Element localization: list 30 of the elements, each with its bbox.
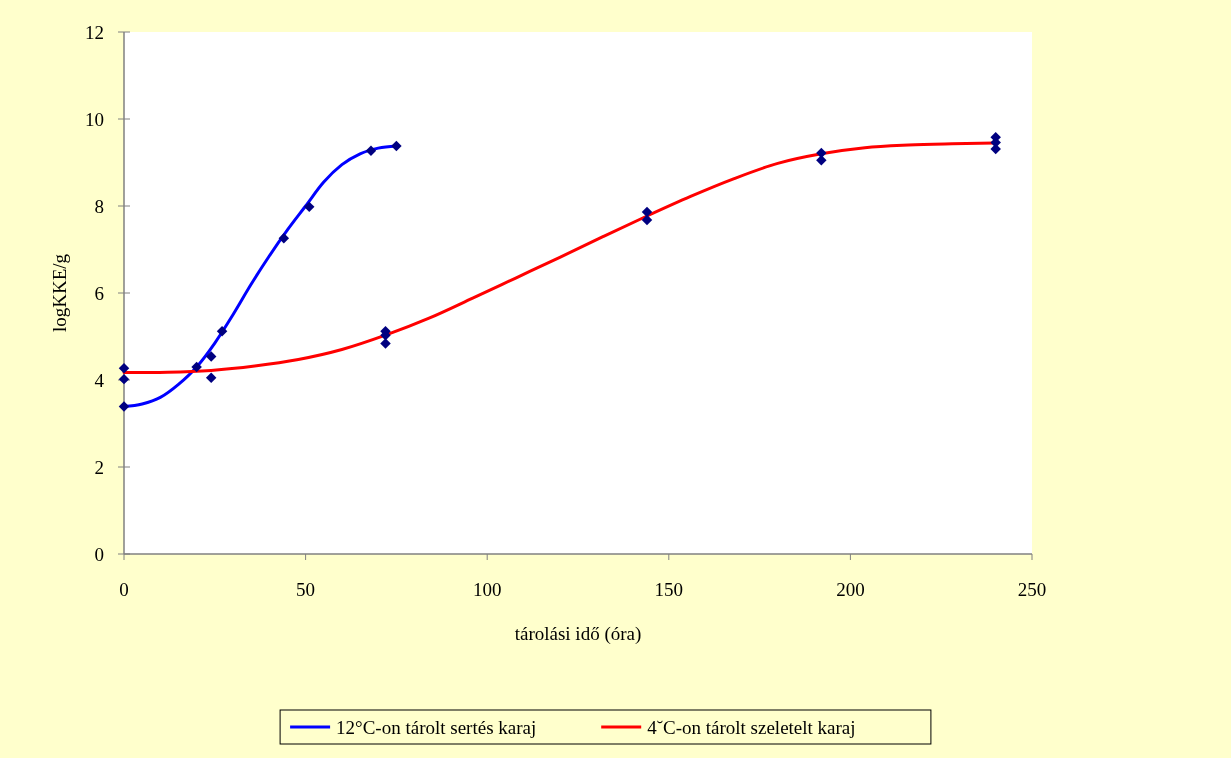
point [365,145,377,156]
legend-label: 4˘C-on tárolt szeletelt karaj [647,716,856,738]
legend-label: 12°C-on tárolt sertés karaj [336,716,537,738]
y-tick-label: 6 [94,282,104,304]
y-tick-label: 4 [94,369,105,391]
point [216,326,228,337]
point [205,372,217,384]
x-tick-label: 0 [119,579,129,600]
point [278,232,290,244]
x-axis-title: tárolási idő (óra) [514,623,642,645]
x-tick-label: 150 [654,579,684,600]
point [191,361,202,373]
x-tick-label: 50 [296,579,316,600]
point [816,155,827,166]
point [118,373,130,385]
point [303,201,315,213]
y-tick-label: 8 [94,195,104,217]
x-tick-label: 200 [836,579,865,600]
y-tick-label: 10 [85,108,104,130]
x-tick-label: 250 [1017,579,1047,600]
y-tick-label: 12 [85,21,104,43]
point [380,338,391,349]
point [391,140,402,152]
x-tick-label: 100 [472,579,502,600]
point [118,401,130,412]
point [118,363,130,374]
point [205,351,217,362]
y-tick-label: 2 [94,456,104,478]
y-axis-title: logKKE/g [49,253,70,333]
y-tick-label: 0 [94,543,104,565]
